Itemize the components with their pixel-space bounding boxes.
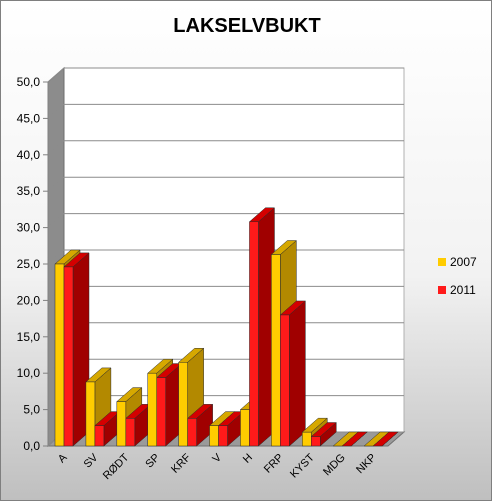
bar-front [156, 377, 166, 447]
bar-front [280, 314, 290, 447]
grid-line [47, 140, 404, 156]
x-tick-label: KRF [169, 451, 193, 475]
x-tick-label: V [210, 451, 224, 465]
x-tick-label: SP [143, 452, 162, 471]
x-tick-label: NKP [354, 452, 378, 476]
legend-label-2007: 2007 [450, 255, 477, 269]
y-tick-label: 30,0 [17, 221, 41, 235]
x-tick-label: A [56, 451, 70, 465]
y-axis-ticks: 0,0 5,0 10,0 15,0 20,0 25,0 30,0 35,0 40,0 45,0 50… [17, 75, 49, 453]
y-tick-label: 5,0 [23, 403, 40, 417]
grid-line [47, 67, 404, 83]
y-tick-label: 45,0 [17, 111, 41, 125]
x-tick-label: H [241, 452, 255, 466]
legend-swatch-2011 [438, 286, 446, 294]
y-tick-label: 20,0 [17, 293, 41, 307]
x-tick-label: MDG [321, 452, 348, 479]
y-tick-label: 10,0 [17, 366, 41, 380]
bar-front [94, 425, 105, 447]
y-tick-label: 25,0 [17, 257, 41, 271]
bar-side [289, 300, 306, 447]
bar-2011-H [248, 207, 276, 447]
bar-front [240, 409, 250, 447]
bar-2011-V [217, 411, 245, 447]
bar-front [178, 362, 188, 447]
bar-front [249, 221, 259, 447]
x-tick-label: FRP [262, 452, 286, 476]
grid-line [47, 213, 404, 228]
bar-front [311, 436, 321, 447]
legend: 2007 2011 [438, 252, 477, 308]
bar-2011-FRP [279, 300, 307, 447]
legend-label-2011: 2011 [450, 283, 476, 297]
y-tick-label: 35,0 [17, 184, 41, 198]
bar-top [372, 431, 399, 447]
bar-2011-MDG [341, 431, 368, 447]
grid-line [47, 103, 404, 119]
grid-line [47, 176, 404, 192]
bar-front [271, 254, 281, 447]
bar-2011-A [63, 252, 90, 447]
y-tick-label: 15,0 [17, 330, 41, 344]
x-axis-categories: A SV RØDT SP KRF V H FRP KYST MDG NKP [56, 451, 379, 482]
bars [54, 207, 399, 447]
bar-top [341, 431, 368, 447]
bar-2011-NKP [372, 431, 399, 447]
bar-2011-SP [156, 363, 183, 447]
bar-front [54, 263, 65, 447]
legend-swatch-2007 [438, 258, 446, 266]
bar-front [302, 431, 312, 447]
x-tick-label: SV [82, 451, 101, 470]
legend-item-2011: 2011 [438, 280, 477, 300]
x-tick-label: KYST [288, 451, 317, 480]
y-tick-label: 40,0 [17, 148, 41, 162]
bar-2011-RØDT [125, 403, 152, 447]
chart-title: LAKSELVBUKT [173, 15, 321, 37]
bar-front [63, 266, 74, 447]
x-tick-label: RØDT [101, 451, 132, 482]
bar-front [116, 401, 127, 447]
bar-front [125, 418, 136, 447]
bar-2011-KYST [310, 421, 337, 447]
y-tick-label: 50,0 [17, 75, 41, 89]
bar-front [209, 425, 219, 447]
bar-front [85, 381, 96, 447]
bar-front [218, 425, 228, 447]
bar-front [187, 418, 197, 447]
bar-2011-KRF [186, 403, 214, 447]
bar-front [147, 372, 157, 447]
legend-item-2007: 2007 [438, 252, 477, 272]
y-tick-label: 0,0 [23, 439, 40, 453]
